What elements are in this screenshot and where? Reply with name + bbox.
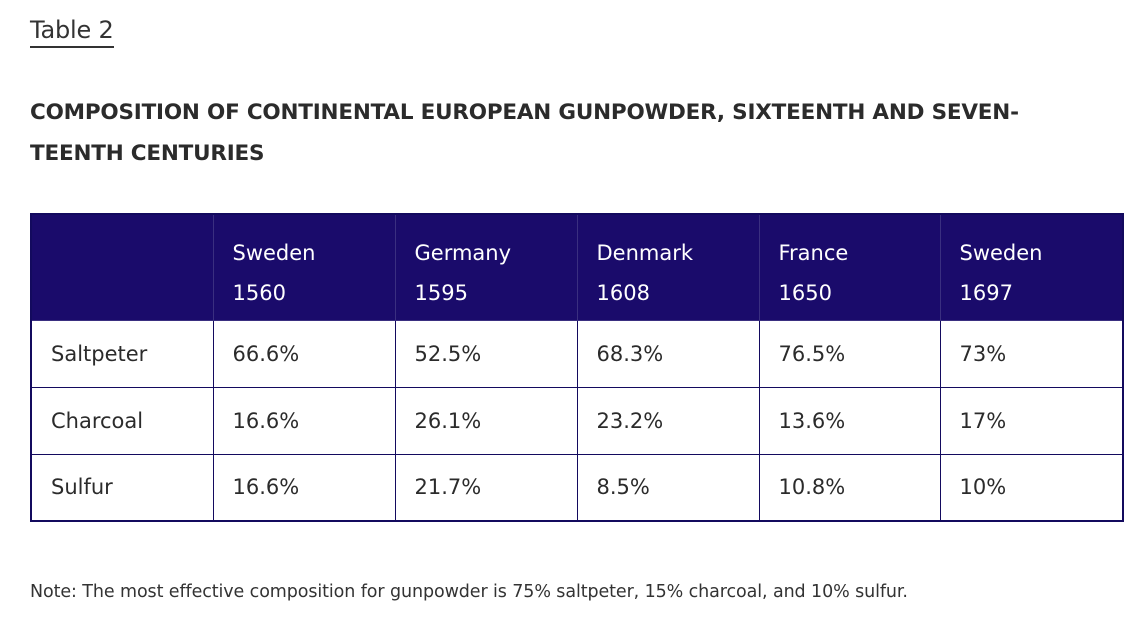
composition-table: Sweden 1560 Germany 1595 Denmark 1608 Fr… xyxy=(30,213,1124,522)
table-cell: 16.6% xyxy=(212,453,396,522)
table-row-charcoal: Charcoal 16.6% 26.1% 23.2% 13.6% 17% xyxy=(30,386,1124,455)
table-cell: 68.3% xyxy=(576,319,760,388)
column-header-sweden-1697: Sweden 1697 xyxy=(939,213,1124,321)
table-cell: 76.5% xyxy=(758,319,941,388)
table-label: Table 2 xyxy=(30,14,114,48)
table-row-saltpeter: Saltpeter 66.6% 52.5% 68.3% 76.5% 73% xyxy=(30,319,1124,388)
corner-header-cell xyxy=(30,213,214,321)
table-cell: 10% xyxy=(939,453,1124,522)
table-cell: 73% xyxy=(939,319,1124,388)
table-title: COMPOSITION OF CONTINENTAL EUROPEAN GUNP… xyxy=(30,92,1090,174)
column-header-year: 1697 xyxy=(959,281,1013,305)
column-header-country: France xyxy=(778,241,849,265)
column-header-country: Germany xyxy=(414,241,512,265)
table-cell: 52.5% xyxy=(394,319,578,388)
column-header-year: 1595 xyxy=(414,281,468,305)
table-cell: 66.6% xyxy=(212,319,396,388)
table-cell: 10.8% xyxy=(758,453,941,522)
table-title-line-2: TEENTH CENTURIES xyxy=(30,141,265,166)
column-header-country: Sweden xyxy=(959,241,1043,265)
column-header-country: Denmark xyxy=(596,241,694,265)
table-cell: 13.6% xyxy=(758,386,941,455)
row-label-saltpeter: Saltpeter xyxy=(30,319,214,388)
column-header-year: 1650 xyxy=(778,281,832,305)
table-title-line-1: COMPOSITION OF CONTINENTAL EUROPEAN GUNP… xyxy=(30,100,1019,125)
column-header-year: 1608 xyxy=(596,281,650,305)
column-header-denmark-1608: Denmark 1608 xyxy=(576,213,760,321)
column-header-germany-1595: Germany 1595 xyxy=(394,213,578,321)
table-cell: 16.6% xyxy=(212,386,396,455)
column-header-year: 1560 xyxy=(232,281,286,305)
table-row-sulfur: Sulfur 16.6% 21.7% 8.5% 10.8% 10% xyxy=(30,453,1124,522)
column-header-france-1650: France 1650 xyxy=(758,213,941,321)
table-note: Note: The most effective composition for… xyxy=(30,582,908,602)
row-label-sulfur: Sulfur xyxy=(30,453,214,522)
column-header-sweden-1560: Sweden 1560 xyxy=(212,213,396,321)
table-cell: 17% xyxy=(939,386,1124,455)
column-header-country: Sweden xyxy=(232,241,316,265)
table-cell: 21.7% xyxy=(394,453,578,522)
table-cell: 23.2% xyxy=(576,386,760,455)
table-cell: 26.1% xyxy=(394,386,578,455)
table-cell: 8.5% xyxy=(576,453,760,522)
row-label-charcoal: Charcoal xyxy=(30,386,214,455)
table-header-row: Sweden 1560 Germany 1595 Denmark 1608 Fr… xyxy=(30,213,1124,321)
